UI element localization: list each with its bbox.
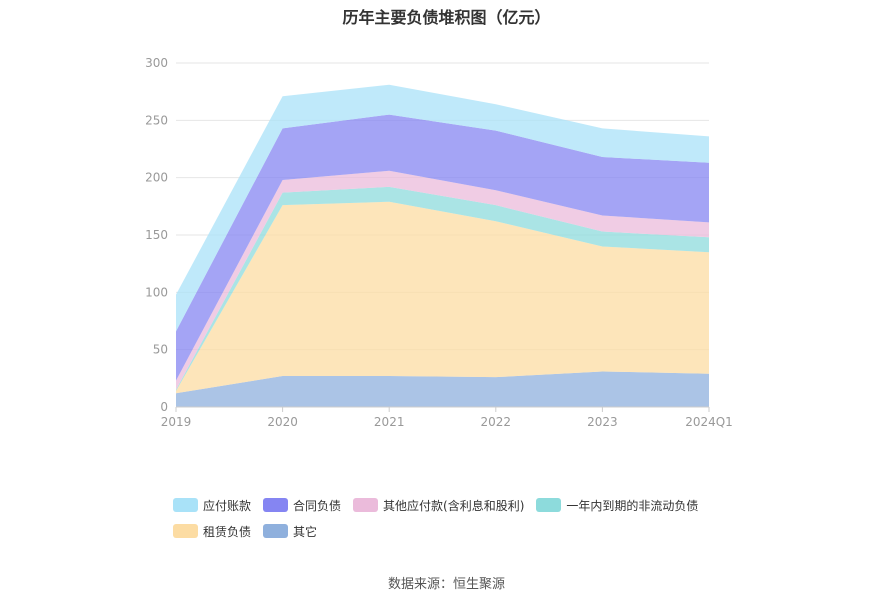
y-tick-label: 100 [145, 285, 168, 299]
y-tick-label: 150 [145, 228, 168, 242]
x-tick-label: 2019 [161, 415, 192, 429]
legend-label: 合同负债 [293, 498, 342, 513]
y-tick-label: 50 [153, 343, 168, 357]
legend-label: 其它 [293, 524, 318, 539]
y-tick-label: 300 [145, 56, 168, 70]
legend-item[interactable]: 租赁负债 [173, 521, 251, 541]
legend-swatch [263, 524, 289, 538]
legend-swatch [173, 498, 198, 512]
legend-item[interactable]: 应付账款 [173, 495, 251, 515]
legend-item[interactable]: 其他应付款(含利息和股利) [353, 495, 524, 515]
legend-row: 应付账款 合同负债 其他应付款(含利息和股利) 一年内到期的非流动负债 [173, 495, 773, 515]
area-series-5 [176, 84, 709, 332]
area-series-1 [176, 201, 709, 394]
chart-plot: 0 50 100 150 200 250 300 2019 2020 2021 2022 2023 20… [145, 56, 733, 429]
x-tick-label: 2023 [587, 415, 618, 429]
area-series-2 [176, 186, 709, 391]
x-tick-label: 2021 [374, 415, 405, 429]
legend-label: 租赁负债 [203, 524, 252, 539]
legend-item[interactable]: 其它 [263, 521, 317, 541]
legend-swatch [353, 498, 379, 512]
x-tick-label: 2022 [481, 415, 512, 429]
legend-item[interactable]: 合同负债 [263, 495, 341, 515]
legend-item[interactable]: 一年内到期的非流动负债 [536, 495, 698, 515]
legend-label: 应付账款 [203, 498, 252, 513]
area-series-0 [176, 371, 709, 407]
x-tick-label: 2024Q1 [685, 415, 733, 429]
y-tick-label: 200 [145, 171, 168, 185]
x-tick-label: 2020 [267, 415, 298, 429]
legend-label: 一年内到期的非流动负债 [566, 498, 699, 513]
legend-swatch [536, 498, 562, 512]
source-note: 数据来源：恒生聚源 [387, 577, 505, 592]
legend-label: 其他应付款(含利息和股利) [383, 498, 525, 513]
chart-legend: 应付账款 合同负债 其他应付款(含利息和股利) 一年内到期的非流动负债租赁负债 其它 [173, 495, 773, 547]
y-tick-label: 0 [160, 400, 168, 414]
legend-row: 租赁负债 其它 [173, 521, 773, 541]
chart-title: 历年主要负债堆积图（亿元） [342, 8, 551, 27]
area-series-4 [176, 114, 709, 381]
legend-swatch [263, 498, 289, 512]
legend-swatch [173, 524, 198, 538]
y-tick-label: 250 [145, 113, 168, 127]
